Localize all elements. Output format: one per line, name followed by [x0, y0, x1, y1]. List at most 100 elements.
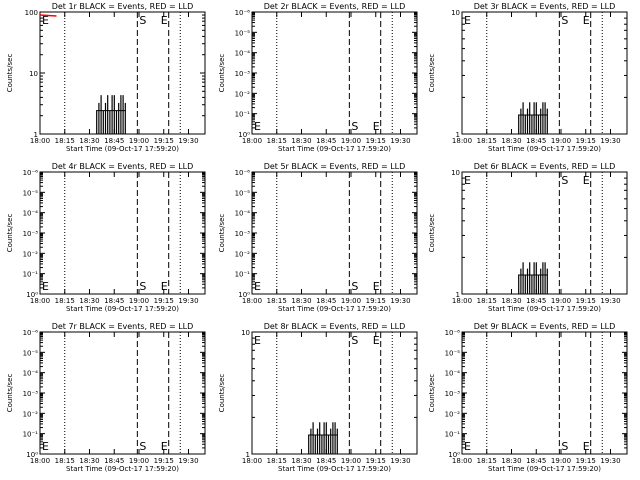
x-tick-label: 18:30 — [501, 137, 521, 145]
x-tick-label: 18:15 — [267, 137, 287, 145]
y-tick-label: 10⁻⁵ — [23, 189, 39, 197]
y-tick-label: 10⁻⁴ — [235, 210, 251, 218]
event-count-bar — [122, 95, 124, 134]
y-tick-label: 10⁻³ — [235, 230, 251, 238]
event-count-bar — [524, 274, 526, 294]
y-tick-label: 10⁻⁴ — [445, 370, 461, 378]
corner-marker-label: E — [254, 120, 261, 133]
event-count-bar — [546, 108, 548, 134]
y-tick-label: 10⁻⁵ — [23, 349, 39, 357]
event-count-bar — [124, 102, 126, 134]
x-tick-label: 18:45 — [526, 457, 546, 465]
event-count-bar — [531, 114, 533, 134]
x-tick-label: 18:30 — [291, 297, 311, 305]
corner-marker-label: E — [254, 280, 261, 293]
x-tick-label: 18:00 — [30, 457, 50, 465]
panel-title: Det 6r BLACK = Events, RED = LLD — [474, 162, 616, 171]
start-marker-label: S — [139, 14, 146, 27]
x-tick-label: 19:15 — [154, 137, 174, 145]
x-axis-label: Start Time (09-Oct-17 17:59:20) — [278, 305, 391, 313]
y-axis-label: Counts/sec — [6, 374, 14, 413]
panel-det-7: Det 7r BLACK = Events, RED = LLD Counts/s… — [6, 322, 206, 473]
event-count-bar — [522, 262, 524, 294]
event-count-bar — [526, 108, 529, 134]
x-tick-label: 19:30 — [390, 137, 410, 145]
event-count-bar — [118, 102, 120, 134]
corner-marker-label: E — [42, 14, 49, 27]
event-count-bar — [325, 422, 327, 454]
event-count-bar — [520, 268, 522, 294]
event-count-bar — [542, 102, 544, 134]
event-count-bar — [336, 428, 338, 454]
x-tick-label: 18:45 — [104, 297, 124, 305]
panel-title: Det 8r BLACK = Events, RED = LLD — [264, 322, 406, 331]
x-tick-label: 19:15 — [576, 297, 596, 305]
event-count-bar — [319, 422, 321, 454]
y-axis-label: Counts/sec — [218, 54, 226, 93]
end-marker-label: E — [583, 440, 590, 453]
event-count-bar — [107, 95, 109, 134]
panel-det-9: Det 9r BLACK = Events, RED = LLD Counts/s… — [428, 322, 628, 473]
corner-marker-label: E — [42, 280, 49, 293]
event-count-bar — [111, 95, 113, 134]
event-count-bar — [102, 110, 104, 134]
panel-det-2: Det 2r BLACK = Events, RED = LLD Counts/s… — [218, 2, 418, 153]
event-count-bar — [522, 102, 524, 134]
x-tick-label: 18:15 — [55, 297, 75, 305]
y-axis-label: Counts/sec — [6, 54, 14, 93]
x-tick-label: 19:00 — [551, 457, 571, 465]
panel-det-4: Det 4r BLACK = Events, RED = LLD Counts/s… — [6, 162, 206, 313]
y-axis-label: Counts/sec — [428, 214, 436, 253]
end-marker-label: E — [161, 14, 168, 27]
event-count-bar — [316, 428, 319, 454]
x-tick-label: 18:00 — [452, 457, 472, 465]
y-tick-label: 10⁻⁶ — [23, 169, 39, 177]
start-marker-label: S — [351, 334, 358, 347]
y-tick-label: 1 — [456, 131, 460, 139]
event-count-bar — [533, 102, 535, 134]
event-count-bar — [312, 422, 314, 454]
x-tick-label: 18:15 — [477, 297, 497, 305]
x-tick-label: 18:45 — [104, 137, 124, 145]
y-axis-label: Counts/sec — [6, 214, 14, 253]
corner-marker-label: E — [464, 14, 471, 27]
x-tick-label: 18:00 — [242, 297, 262, 305]
x-tick-label: 18:00 — [242, 457, 262, 465]
event-count-bar — [537, 274, 540, 294]
x-tick-label: 18:15 — [55, 137, 75, 145]
x-tick-label: 18:45 — [316, 297, 336, 305]
event-count-bar — [109, 110, 111, 134]
x-tick-label: 19:00 — [129, 297, 149, 305]
y-tick-label: 10⁻¹ — [445, 431, 461, 439]
start-marker-label: S — [139, 280, 146, 293]
start-marker-label: S — [139, 440, 146, 453]
y-tick-label: 10⁻⁴ — [23, 370, 39, 378]
event-count-bar — [520, 108, 522, 134]
panel-title: Det 1r BLACK = Events, RED = LLD — [52, 2, 194, 11]
x-tick-label: 19:30 — [600, 297, 620, 305]
y-tick-label: 10⁻⁶ — [23, 329, 39, 337]
event-count-bar — [330, 428, 332, 454]
y-tick-label: 10⁻¹ — [23, 271, 39, 279]
y-tick-label: 10⁰ — [238, 131, 250, 139]
y-tick-label: 10⁻⁵ — [235, 189, 251, 197]
x-tick-label: 19:15 — [366, 137, 386, 145]
end-marker-label: E — [583, 14, 590, 27]
y-tick-label: 10⁰ — [448, 451, 460, 459]
event-count-bar — [323, 422, 325, 454]
event-count-bar — [98, 102, 100, 134]
x-axis-label: Start Time (09-Oct-17 17:59:20) — [66, 145, 179, 153]
event-count-bar — [537, 114, 540, 134]
x-tick-label: 19:30 — [178, 137, 198, 145]
y-tick-label: 1 — [246, 451, 250, 459]
y-tick-label: 10⁻² — [23, 410, 39, 418]
event-count-bar — [529, 102, 531, 134]
y-tick-label: 10⁻⁶ — [445, 329, 461, 337]
x-tick-label: 19:00 — [129, 457, 149, 465]
x-tick-label: 19:00 — [129, 137, 149, 145]
event-count-bar — [533, 262, 535, 294]
event-count-bar — [518, 274, 520, 294]
panel-title: Det 3r BLACK = Events, RED = LLD — [474, 2, 616, 11]
y-axis-label: Counts/sec — [428, 374, 436, 413]
